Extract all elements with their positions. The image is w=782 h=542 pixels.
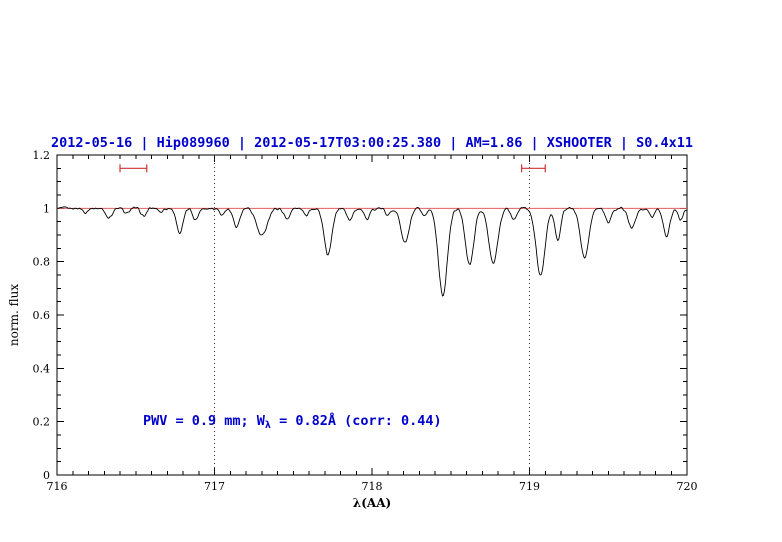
y-tick-label: 0 — [43, 469, 50, 482]
pwv-annotation-subscript: λ — [265, 420, 271, 431]
x-tick-label: 716 — [47, 480, 68, 493]
x-tick-label: 719 — [519, 480, 540, 493]
y-axis-label: norm. flux — [7, 284, 21, 346]
plot-content — [56, 155, 688, 475]
range-marker — [119, 164, 148, 173]
y-tick-label: 0.8 — [33, 256, 51, 269]
range-marker — [521, 164, 546, 173]
plot-title: 2012-05-16 | Hip089960 | 2012-05-17T03:0… — [51, 135, 693, 151]
x-tick-label: 720 — [677, 480, 698, 493]
spectrum-line — [56, 206, 688, 297]
pwv-annotation-prefix: PWV = 0.9 mm; W — [143, 413, 266, 429]
x-axis-label: λ(AA) — [353, 496, 391, 510]
axes: 716 717 718 719 720 0 0.2 0.4 0.6 0.8 1 1.2 — [33, 149, 698, 493]
x-tick-label: 717 — [204, 480, 225, 493]
x-tick-label: 718 — [362, 480, 383, 493]
y-tick-label: 1 — [43, 202, 50, 215]
y-tick-label: 0.6 — [33, 309, 51, 322]
pwv-annotation-suffix: = 0.82Å (corr: 0.44) — [271, 412, 442, 429]
y-tick-label: 0.2 — [33, 416, 51, 429]
y-tick-label: 0.4 — [33, 362, 51, 375]
y-tick-label: 1.2 — [33, 149, 51, 162]
pwv-annotation: PWV = 0.9 mm; Wλ = 0.82Å (corr: 0.44) — [143, 412, 442, 431]
